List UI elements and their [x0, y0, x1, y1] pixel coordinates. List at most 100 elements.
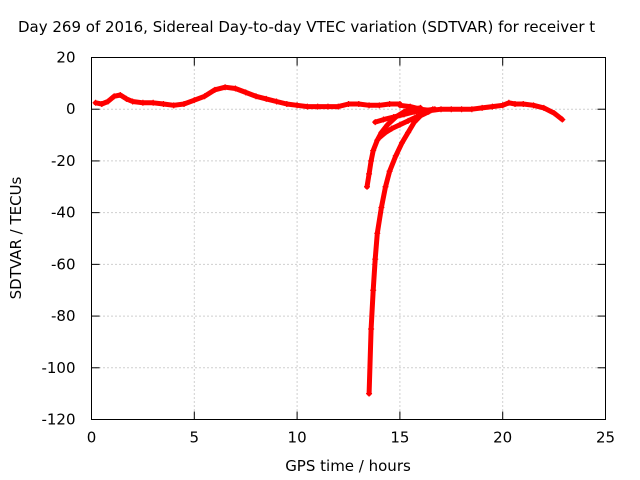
data-point — [398, 139, 405, 146]
data-point — [368, 157, 375, 164]
y-tick-label: -100 — [41, 359, 75, 377]
data-point — [129, 98, 136, 105]
data-point — [335, 103, 342, 110]
data-point — [380, 116, 387, 123]
x-tick-label: 20 — [493, 429, 512, 447]
data-point — [314, 103, 321, 110]
data-point — [345, 101, 352, 108]
data-point — [405, 129, 412, 136]
y-tick-label: -40 — [51, 204, 76, 222]
data-point — [98, 101, 105, 108]
data-point — [401, 111, 408, 118]
data-point — [222, 84, 229, 91]
data-point — [139, 99, 146, 106]
data-segment — [372, 106, 438, 126]
data-point — [512, 101, 519, 108]
data-point — [530, 102, 537, 109]
x-tick-label: 5 — [190, 429, 200, 447]
data-point — [92, 99, 99, 106]
data-point — [111, 93, 118, 100]
data-point — [479, 104, 486, 111]
data-point — [242, 89, 249, 96]
data-point — [355, 101, 362, 108]
data-point — [386, 168, 393, 175]
data-point — [438, 106, 445, 113]
data-point — [273, 98, 280, 105]
data-point — [201, 93, 208, 100]
x-tick-label: 15 — [390, 429, 409, 447]
x-tick-label: 10 — [288, 429, 307, 447]
data-point — [390, 113, 397, 120]
data-point — [520, 101, 527, 108]
data-point — [366, 390, 373, 397]
x-tick-label: 25 — [596, 429, 615, 447]
data-point — [378, 204, 385, 211]
data-trace — [93, 84, 403, 110]
data-trace — [376, 106, 436, 141]
data-point — [117, 91, 124, 98]
data-trace — [366, 109, 432, 397]
data-point — [104, 98, 111, 105]
y-tick-label: -120 — [41, 411, 75, 429]
data-point — [421, 107, 428, 114]
data-point — [263, 95, 270, 102]
gridlines — [91, 57, 606, 420]
y-tick-label: -80 — [51, 307, 76, 325]
data-point — [448, 106, 455, 113]
y-axis-title: SDTVAR / TECUs — [7, 176, 25, 299]
data-point — [396, 102, 403, 109]
data-point — [366, 102, 373, 109]
data-segment — [92, 84, 403, 110]
data-point — [431, 106, 438, 113]
data-point — [388, 125, 395, 132]
data-point — [160, 101, 167, 108]
data-point — [150, 99, 157, 106]
data-point — [551, 110, 558, 117]
data-point — [364, 183, 371, 190]
data-point — [384, 121, 391, 128]
data-point — [191, 97, 198, 104]
data-point — [252, 93, 259, 100]
data-point — [232, 85, 239, 92]
data-point — [386, 101, 393, 108]
data-point — [304, 103, 311, 110]
data-point — [405, 117, 412, 124]
data-point — [392, 152, 399, 159]
data-point — [374, 230, 381, 237]
data-point — [283, 101, 290, 108]
data-point — [559, 116, 566, 123]
x-axis-title: GPS time / hours — [285, 457, 411, 475]
data-segment — [366, 108, 432, 397]
data-point — [368, 326, 375, 332]
data-point — [489, 103, 496, 110]
data-point — [211, 86, 218, 93]
data-point — [372, 119, 379, 126]
data-point — [499, 102, 506, 109]
data-point — [413, 113, 420, 120]
data-point — [294, 102, 301, 109]
data-point — [396, 121, 403, 128]
data-point — [382, 129, 389, 136]
chart-title: Day 269 of 2016, Sidereal Day-to-day VTE… — [18, 18, 595, 36]
y-tick-label: 20 — [56, 49, 75, 67]
data-point — [458, 106, 465, 113]
data-point — [468, 106, 475, 113]
data-series — [92, 84, 566, 397]
data-point — [370, 287, 377, 294]
data-point — [324, 103, 331, 110]
data-point — [170, 102, 177, 109]
data-point — [376, 134, 383, 141]
data-point — [123, 95, 130, 102]
data-point — [505, 99, 512, 106]
x-tick-label: 0 — [87, 429, 97, 447]
data-point — [376, 102, 383, 109]
data-point — [382, 183, 389, 190]
y-tick-label: -60 — [51, 255, 76, 273]
data-point — [366, 170, 373, 177]
y-tick-label: -20 — [51, 152, 76, 170]
data-point — [411, 108, 418, 115]
data-point — [372, 256, 379, 263]
data-point — [370, 147, 377, 154]
data-point — [181, 101, 188, 108]
